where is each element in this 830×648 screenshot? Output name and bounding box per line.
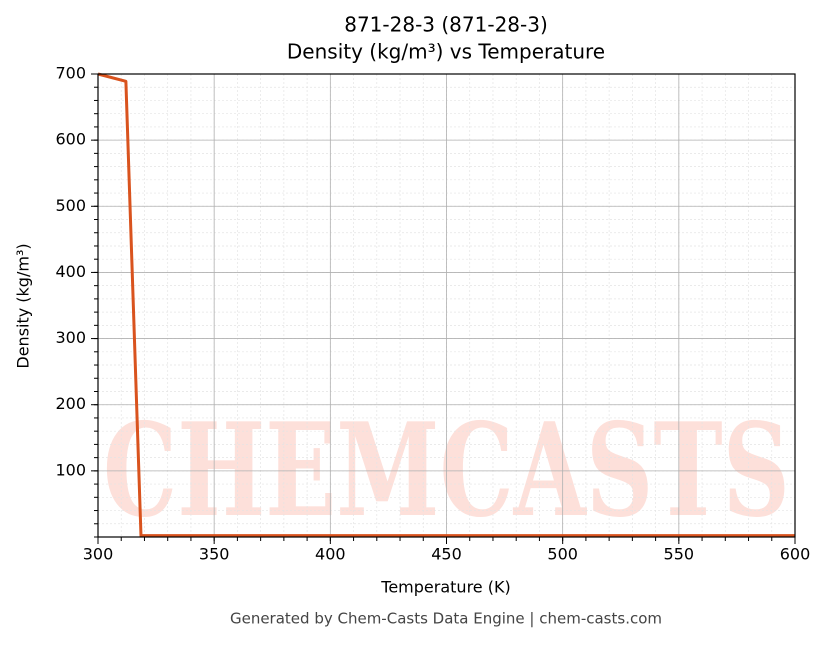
x-tick-label: 500 (547, 545, 578, 564)
y-tick-label: 300 (55, 328, 86, 347)
y-tick-label: 400 (55, 262, 86, 281)
data-line (97, 72, 795, 538)
chart-subtitle: Density (kg/m³) vs Temperature (287, 40, 605, 64)
y-tick-label: 200 (55, 394, 86, 413)
y-axis-label: Density (kg/m³) (14, 243, 33, 368)
footer: Generated by Chem-Casts Data Engine | ch… (230, 610, 662, 628)
y-tick-label: 100 (55, 460, 86, 479)
x-axis-label: Temperature (K) (380, 578, 510, 597)
x-tick-label: 450 (431, 545, 462, 564)
x-tick-label: 350 (199, 545, 230, 564)
y-tick-label: 600 (55, 130, 86, 149)
y-tick-label: 700 (55, 64, 86, 83)
x-tick-label: 300 (83, 545, 114, 564)
x-tick-label: 550 (664, 545, 695, 564)
chart-title: 871-28-3 (871-28-3) (344, 13, 548, 37)
x-tick-label: 400 (315, 545, 346, 564)
plot-frame (97, 73, 796, 538)
y-tick-label: 500 (55, 196, 86, 215)
x-tick-label: 600 (780, 545, 811, 564)
